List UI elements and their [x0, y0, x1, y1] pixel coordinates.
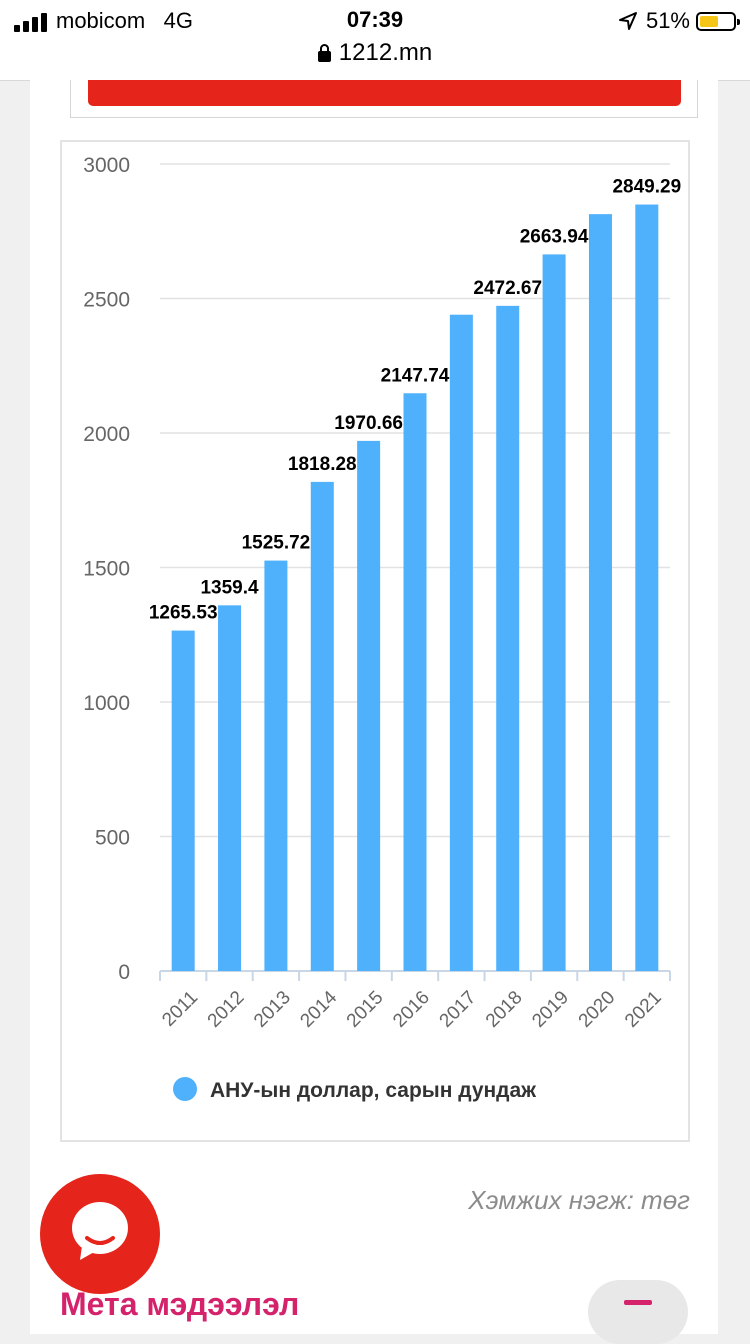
bar-2019 — [542, 254, 566, 971]
x-tick-label: 2021 — [621, 987, 666, 1032]
x-tick-label: 2011 — [158, 987, 202, 1031]
red-action-button[interactable] — [88, 80, 681, 106]
y-tick-label: 1500 — [83, 558, 130, 581]
x-tick-label: 2014 — [296, 987, 341, 1032]
data-label: 1970.66 — [334, 413, 403, 434]
bar-2017 — [449, 314, 473, 971]
bar-chart: 0 500 1000 1500 2000 2500 3000 1265.53 2011 1359.… — [83, 154, 683, 1102]
y-tick-label: 3000 — [83, 154, 130, 177]
chart-container: 0 500 1000 1500 2000 2500 3000 1265.53 2011 1359.… — [60, 140, 690, 1142]
y-tick-label: 500 — [95, 827, 130, 850]
x-tick-label: 2012 — [204, 987, 249, 1032]
bar-2016 — [403, 393, 427, 971]
bar-2018 — [496, 305, 520, 971]
y-tick-label: 1000 — [83, 692, 130, 715]
data-label: 2472.67 — [473, 278, 542, 299]
chat-bubble-icon — [72, 1202, 128, 1260]
legend-swatch — [173, 1077, 197, 1101]
y-tick-label: 2000 — [83, 423, 130, 446]
data-label: 1525.72 — [242, 533, 311, 554]
bar-2014 — [310, 481, 334, 971]
bar-2013 — [264, 560, 288, 971]
carrier-name: mobicom — [56, 8, 146, 33]
chat-button[interactable] — [40, 1174, 160, 1294]
location-arrow-icon — [618, 12, 637, 30]
data-label: 1359.4 — [200, 577, 259, 598]
x-tick-label: 2020 — [575, 987, 620, 1032]
signal-strength-icon — [14, 12, 48, 32]
x-tick-label: 2015 — [343, 987, 388, 1032]
bar-2021 — [635, 204, 659, 971]
url-text: 1212.mn — [338, 39, 433, 66]
x-tick-label: 2016 — [389, 987, 434, 1032]
battery-percent: 51% — [645, 8, 690, 33]
lock-icon — [317, 44, 331, 62]
data-label: 2147.74 — [381, 365, 450, 386]
battery-icon — [696, 11, 740, 31]
unit-note: Хэмжих нэгж: төг — [468, 1185, 690, 1215]
status-bar: mobicom 4G 07:39 1212.mn 51% — [0, 0, 750, 81]
data-label: 2663.94 — [520, 226, 589, 247]
section-title-meta: Мета мэдээлэл — [60, 1286, 300, 1322]
carrier-network: mobicom 4G — [56, 8, 193, 34]
clock: 07:39 — [346, 7, 404, 32]
x-tick-label: 2017 — [436, 987, 481, 1032]
x-tick-label: 2018 — [482, 987, 527, 1032]
x-tick-label: 2019 — [528, 987, 573, 1032]
status-right: 51% — [618, 8, 740, 34]
x-tick-label: 2013 — [250, 987, 295, 1032]
collapse-button[interactable] — [588, 1280, 688, 1344]
address-bar[interactable]: 1212.mn — [0, 39, 750, 67]
bar-2011 — [171, 630, 195, 971]
data-label: 1818.28 — [288, 454, 357, 475]
bar-2012 — [218, 605, 242, 971]
bar-2015 — [357, 440, 381, 971]
data-label: 1265.53 — [149, 603, 218, 624]
data-label: 2849.29 — [612, 177, 681, 198]
y-tick-label: 0 — [118, 961, 130, 984]
bar-2020 — [588, 214, 612, 971]
minus-icon — [624, 1300, 652, 1305]
network-type: 4G — [163, 8, 193, 33]
legend-label: АНУ-ын доллар, сарын дундаж — [210, 1079, 537, 1102]
y-tick-label: 2500 — [83, 289, 130, 312]
